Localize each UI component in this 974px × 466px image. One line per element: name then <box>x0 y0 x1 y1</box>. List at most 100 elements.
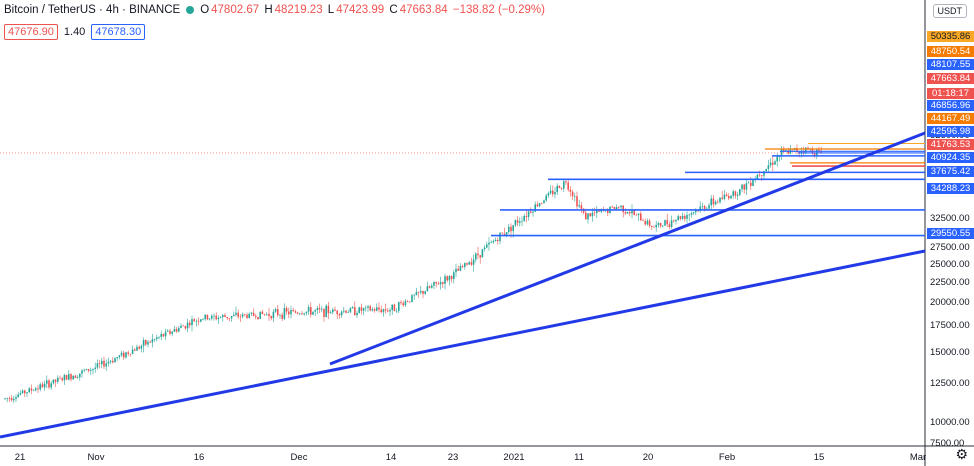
candle-body <box>26 392 28 394</box>
candle-body <box>554 191 556 195</box>
trendline-long <box>0 249 926 439</box>
candle-body <box>215 315 217 320</box>
candle-body <box>818 149 820 151</box>
buy-button[interactable]: 47678.30 <box>91 24 146 40</box>
candle-body <box>131 349 134 354</box>
candle-body <box>81 370 83 374</box>
candle-body <box>30 388 33 391</box>
candle-body <box>288 311 290 315</box>
candle-body <box>193 319 195 322</box>
candle-body <box>739 189 741 195</box>
candle-body <box>226 316 228 319</box>
candle-body <box>646 220 649 225</box>
candle-body <box>4 398 6 399</box>
candle-body <box>424 291 426 294</box>
candle-body <box>563 181 565 189</box>
low-value: 47423.99 <box>336 4 385 16</box>
candle-body <box>725 194 728 197</box>
candle-body <box>776 156 778 162</box>
candle-body <box>534 204 536 212</box>
candle-body <box>48 380 50 388</box>
trade-row: 47676.90 1.40 47678.30 <box>4 24 146 40</box>
candle-body <box>228 318 231 319</box>
candle-body <box>446 276 448 281</box>
candle-body <box>63 375 66 381</box>
candle-body <box>437 283 440 285</box>
candle-body <box>783 149 785 151</box>
candle-body <box>439 282 442 285</box>
candle-body <box>426 286 429 292</box>
candle-body <box>516 220 519 223</box>
candle-body <box>580 205 583 209</box>
candle-body <box>96 363 99 368</box>
price-axis-label: 25000.00 <box>930 258 970 270</box>
candle-body <box>598 209 600 212</box>
candle-body <box>134 349 136 351</box>
price-tag: 48107.55 <box>927 59 974 70</box>
candle-body <box>68 374 70 380</box>
candle-body <box>76 377 79 379</box>
candle-body <box>651 225 653 227</box>
candle-body <box>114 358 116 363</box>
candle-body <box>431 285 433 288</box>
candle-body <box>510 226 512 232</box>
high-label: H <box>264 4 273 16</box>
candle-body <box>587 213 589 220</box>
candle-body <box>699 206 701 212</box>
candle-body <box>398 302 400 311</box>
candle-body <box>32 390 35 391</box>
candle-body <box>536 204 539 207</box>
gear-icon[interactable]: ⚙ <box>955 446 968 462</box>
time-axis-label: 14 <box>385 452 397 463</box>
candle-body <box>204 314 206 320</box>
candle-body <box>6 398 8 399</box>
candle-body <box>479 255 481 258</box>
candle-body <box>774 161 776 165</box>
candle-body <box>237 312 239 317</box>
candle-body <box>499 232 501 242</box>
candle-body <box>422 290 424 294</box>
candle-body <box>382 309 385 313</box>
candle-body <box>109 360 112 362</box>
candle-body <box>8 398 11 399</box>
candle-body <box>365 307 367 309</box>
candle-body <box>772 162 774 165</box>
symbol-title[interactable]: Bitcoin / TetherUS · 4h · BINANCE <box>4 4 181 16</box>
candle-body <box>151 339 154 343</box>
candle-body <box>314 310 316 312</box>
candle-body <box>805 147 807 153</box>
time-axis-label: 15 <box>813 452 825 463</box>
candle-body <box>712 198 715 205</box>
price-tag: 34288.23 <box>927 183 974 194</box>
time-axis-label: 21 <box>14 452 26 463</box>
sell-button[interactable]: 47676.90 <box>4 24 58 40</box>
candle-body <box>186 322 189 329</box>
candle-body <box>655 224 657 228</box>
candle-body <box>690 213 693 215</box>
candle-body <box>393 304 396 312</box>
candle-body <box>145 340 147 345</box>
price-tag: 29550.55 <box>927 228 974 239</box>
candle-body <box>362 308 365 311</box>
candle-body <box>303 313 305 315</box>
candle-body <box>395 310 398 312</box>
candle-body <box>503 233 506 235</box>
currency-badge[interactable]: USDT <box>932 4 967 18</box>
candle-body <box>558 185 561 189</box>
candle-body <box>721 197 723 199</box>
candle-body <box>576 196 578 207</box>
candle-body <box>378 307 380 310</box>
candle-body <box>417 291 420 293</box>
candle-body <box>332 309 334 313</box>
candle-body <box>664 220 666 226</box>
candle-body <box>222 315 224 318</box>
candle-body <box>277 309 279 316</box>
candle-body <box>211 315 213 319</box>
candle-body <box>373 309 376 311</box>
price-axis-label: 32500.00 <box>930 213 970 225</box>
ohlc-values: O 47802.67 H 48219.23 L 47423.99 C 47663.84 … <box>200 4 547 16</box>
candle-body <box>450 276 453 280</box>
candle-body <box>37 388 39 390</box>
